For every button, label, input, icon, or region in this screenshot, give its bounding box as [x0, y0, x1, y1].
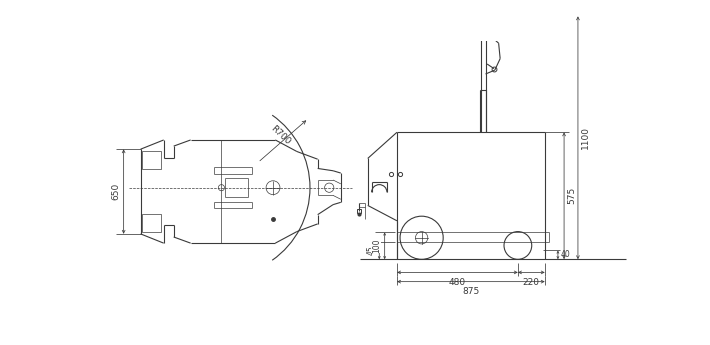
Text: 875: 875 [462, 287, 479, 296]
Text: R700: R700 [268, 124, 292, 147]
Text: 575: 575 [567, 187, 577, 204]
Text: 480: 480 [449, 278, 466, 287]
Bar [142, 151, 160, 169]
Text: 220: 220 [523, 278, 540, 287]
Text: 1100: 1100 [581, 126, 590, 149]
Text: 650: 650 [111, 183, 121, 200]
Text: 45: 45 [366, 246, 376, 255]
Bar [142, 214, 160, 233]
Text: 40: 40 [561, 250, 571, 259]
Text: 100: 100 [372, 239, 381, 253]
